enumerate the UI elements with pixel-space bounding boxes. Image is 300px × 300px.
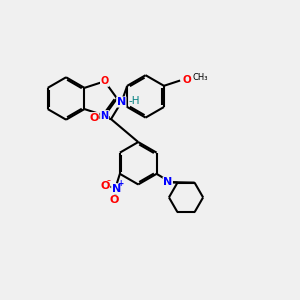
Text: N: N xyxy=(100,111,109,121)
Text: O: O xyxy=(90,112,99,123)
Text: -: - xyxy=(106,175,110,185)
Text: O: O xyxy=(109,195,119,205)
Text: O: O xyxy=(100,76,109,86)
Text: O: O xyxy=(182,75,191,85)
Text: -H: -H xyxy=(129,96,140,106)
Text: N: N xyxy=(112,184,121,194)
Text: CH₃: CH₃ xyxy=(193,73,208,82)
Text: +: + xyxy=(117,179,123,188)
Text: O: O xyxy=(100,181,110,191)
Text: N: N xyxy=(163,177,172,187)
Text: N: N xyxy=(117,97,126,107)
